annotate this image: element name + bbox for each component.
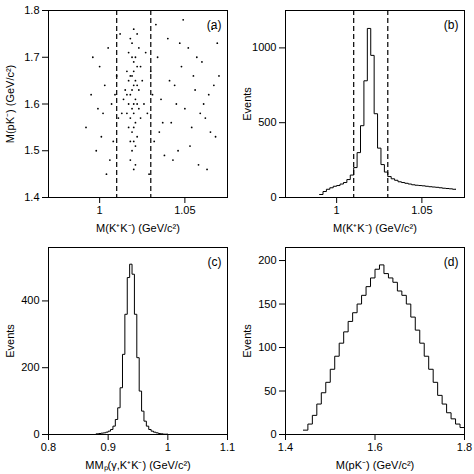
svg-text:M(K⁺K⁻) (GeV/c²): M(K⁺K⁻) (GeV/c²) [333,222,417,234]
svg-text:M(pK⁻) (GeV/c²): M(pK⁻) (GeV/c²) [4,65,16,144]
svg-text:150: 150 [258,298,276,310]
svg-text:1.7: 1.7 [24,51,39,63]
svg-text:1.8: 1.8 [24,4,39,16]
svg-text:100: 100 [258,341,276,353]
svg-text:(a): (a) [207,18,222,32]
svg-text:1: 1 [97,204,103,216]
svg-text:1.05: 1.05 [174,204,195,216]
svg-text:1.6: 1.6 [367,441,382,453]
svg-text:1.4: 1.4 [278,441,293,453]
svg-text:1.05: 1.05 [411,204,432,216]
svg-text:0: 0 [270,428,276,440]
svg-text:M(pK⁻) (GeV/c²): M(pK⁻) (GeV/c²) [336,459,415,471]
svg-text:0: 0 [33,428,39,440]
svg-text:1: 1 [334,204,340,216]
svg-text:M(K⁺K⁻) (GeV/c²): M(K⁺K⁻) (GeV/c²) [96,222,180,234]
svg-text:200: 200 [258,254,276,266]
svg-text:1000: 1000 [252,41,276,53]
svg-text:(c): (c) [208,255,222,269]
svg-text:MMₚ(γ,K⁺K⁻) (GeV/c²): MMₚ(γ,K⁺K⁻) (GeV/c²) [85,459,191,472]
svg-text:50: 50 [264,385,276,397]
svg-text:(b): (b) [444,18,459,32]
svg-text:1.4: 1.4 [24,191,39,203]
svg-text:1.5: 1.5 [24,144,39,156]
svg-text:0.8: 0.8 [41,441,56,453]
svg-text:1.6: 1.6 [24,98,39,110]
svg-text:(d): (d) [444,255,459,269]
svg-text:1: 1 [165,441,171,453]
svg-text:0: 0 [270,191,276,203]
svg-text:200: 200 [21,361,39,373]
svg-text:Events: Events [241,87,253,121]
svg-text:Events: Events [4,324,16,358]
svg-text:400: 400 [21,294,39,306]
svg-text:1.8: 1.8 [457,441,472,453]
svg-text:1.1: 1.1 [220,441,235,453]
svg-text:Events: Events [241,324,253,358]
svg-text:500: 500 [258,116,276,128]
svg-text:0.9: 0.9 [101,441,116,453]
